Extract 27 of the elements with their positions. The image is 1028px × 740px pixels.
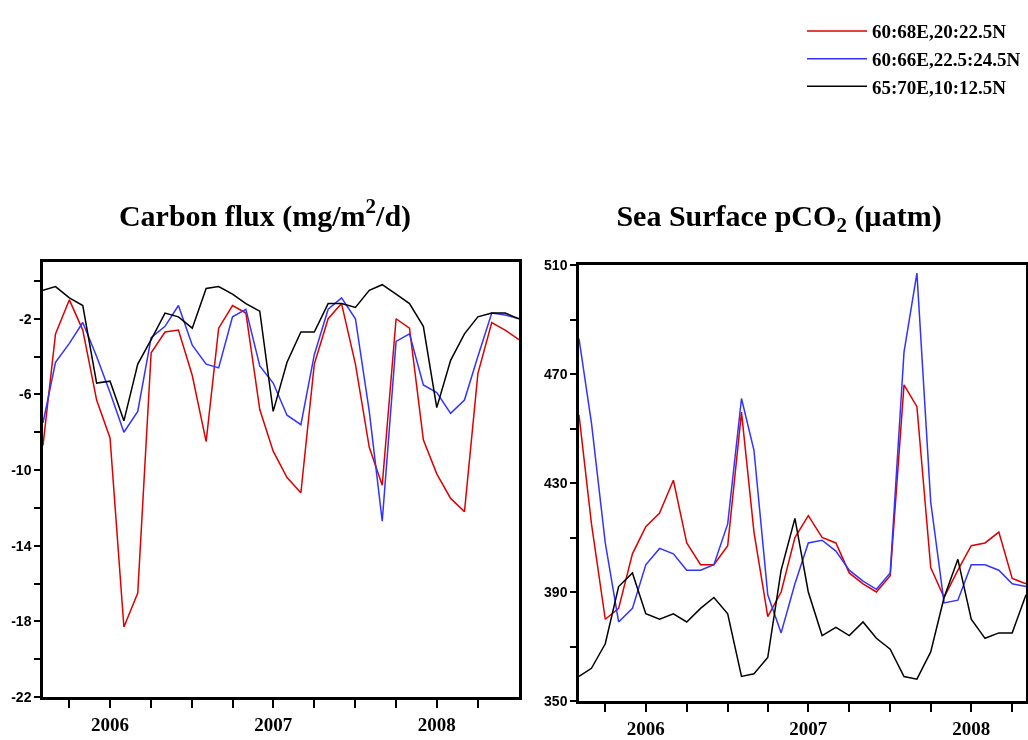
line-series [579,384,1026,620]
x-tick-label: 2006 [626,717,665,739]
line-series [43,299,519,628]
x-tick-label: 2006 [91,713,130,735]
chart-title: Sea Surface pCO$_{2}$ (µatm) [616,198,942,237]
x-tick-label: 2008 [417,713,456,735]
x-tick-label: 2008 [952,717,991,739]
y-tick-label: -10 [11,461,32,478]
chart-title: Carbon flux (mg/m$^{2}$/d) [118,193,412,233]
y-tick-label: 510 [544,256,568,273]
legend-label: 65:70E,10:12.5N [872,76,1007,98]
y-tick-label: 350 [544,692,568,709]
line-series [579,272,1026,634]
legend-label: 60:68E,20:22.5N [872,21,1007,43]
y-tick-label: 390 [544,583,568,600]
y-tick-label: -14 [11,537,32,554]
y-tick-label: -2 [19,310,32,327]
x-tick-label: 2007 [254,713,293,735]
y-tick-label: -22 [11,688,32,705]
line-series [43,283,519,422]
line-series [43,297,519,522]
y-tick-label: 470 [544,365,568,382]
legend-label: 60:66E,22.5:24.5N [872,49,1021,71]
y-tick-label: 430 [544,474,568,491]
x-tick-label: 2007 [789,717,828,739]
y-tick-label: -6 [19,386,32,403]
y-tick-label: -18 [11,613,32,630]
